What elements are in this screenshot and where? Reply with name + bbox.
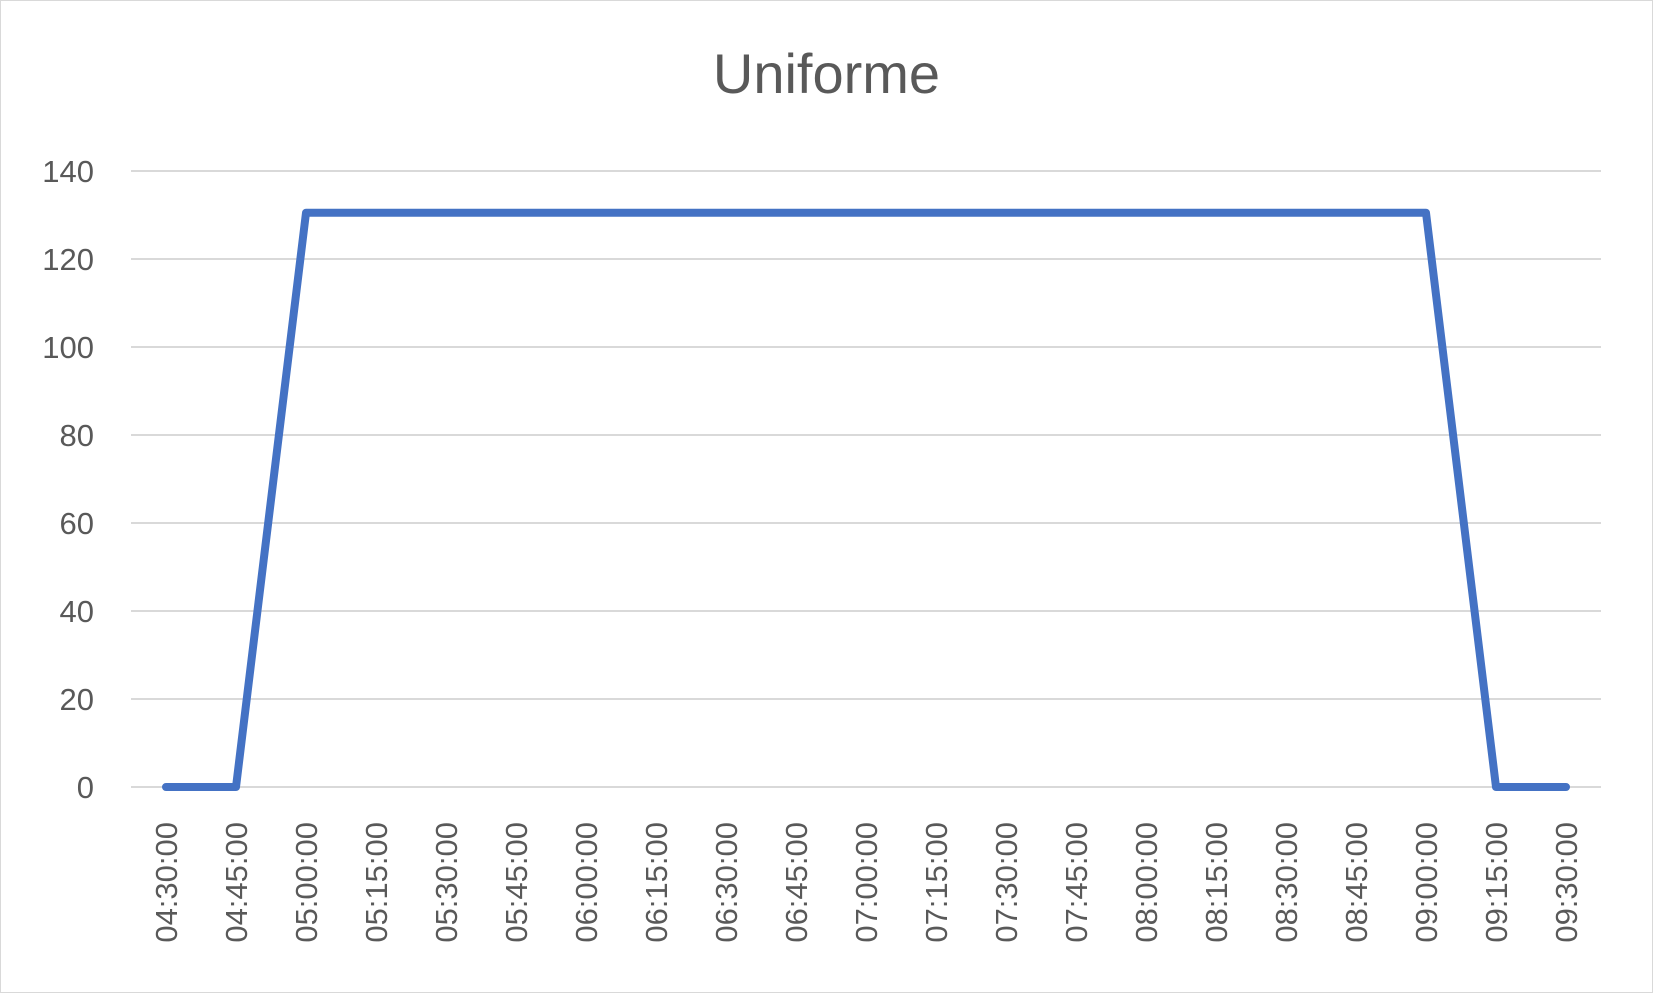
x-tick-label: 08:45:00 — [1339, 822, 1374, 943]
x-tick-label: 07:15:00 — [919, 822, 954, 943]
x-tick-label: 09:15:00 — [1479, 822, 1514, 943]
x-tick-label: 06:30:00 — [709, 822, 744, 943]
x-tick-label: 08:00:00 — [1129, 822, 1164, 943]
x-tick-label: 08:30:00 — [1269, 822, 1304, 943]
y-tick-label: 120 — [42, 242, 94, 277]
x-tick-label: 06:45:00 — [779, 822, 814, 943]
series-layer — [162, 208, 1570, 791]
gridlines — [131, 170, 1601, 788]
y-axis-ticks: 0 20 40 60 80 100 120 140 — [42, 154, 94, 805]
x-tick-label: 05:00:00 — [289, 822, 324, 943]
y-tick-label: 40 — [60, 594, 94, 629]
chart-title: Uniforme — [712, 42, 941, 105]
series-line-0 — [162, 208, 1570, 791]
y-tick-label: 100 — [42, 330, 94, 365]
x-tick-label: 05:15:00 — [359, 822, 394, 943]
x-tick-label: 09:00:00 — [1409, 822, 1444, 943]
x-tick-label: 07:45:00 — [1059, 822, 1094, 943]
x-tick-label: 05:45:00 — [499, 822, 534, 943]
x-tick-label: 05:30:00 — [429, 822, 464, 943]
y-tick-label: 80 — [60, 418, 94, 453]
x-tick-label: 07:30:00 — [989, 822, 1024, 943]
y-tick-label: 60 — [60, 506, 94, 541]
x-axis-ticks: 04:30:00 04:45:00 05:00:00 05:15:00 05:30:00… — [149, 822, 1584, 943]
x-tick-label: 06:15:00 — [639, 822, 674, 943]
x-tick-label: 06:00:00 — [569, 822, 604, 943]
y-tick-label: 140 — [42, 154, 94, 189]
y-tick-label: 0 — [77, 770, 94, 805]
x-tick-label: 07:00:00 — [849, 822, 884, 943]
x-tick-label: 04:45:00 — [219, 822, 254, 943]
x-tick-label: 04:30:00 — [149, 822, 184, 943]
y-tick-label: 20 — [60, 682, 94, 717]
x-tick-label: 08:15:00 — [1199, 822, 1234, 943]
x-tick-label: 09:30:00 — [1549, 822, 1584, 943]
